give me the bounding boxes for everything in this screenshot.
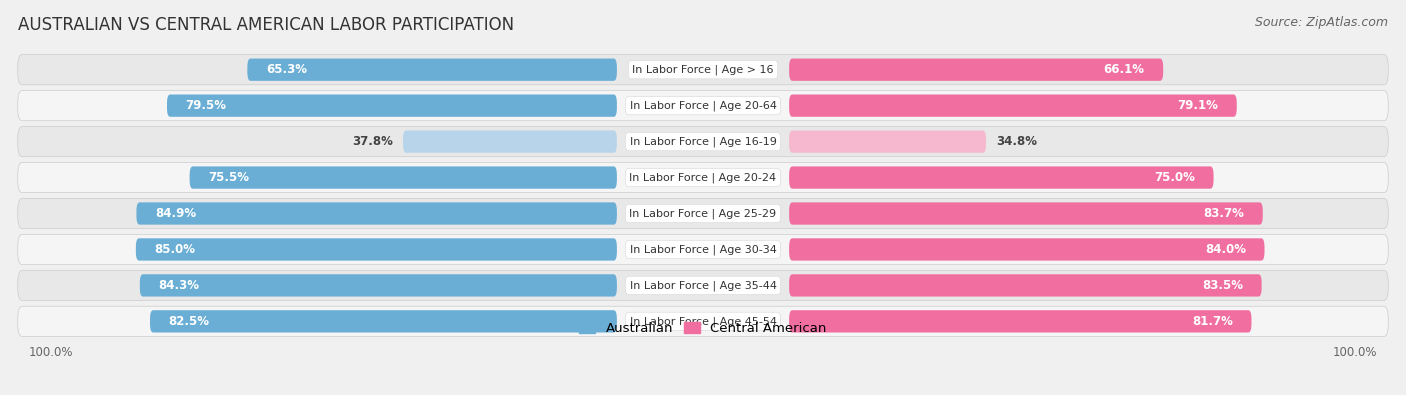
FancyBboxPatch shape	[18, 90, 1388, 121]
Text: 34.8%: 34.8%	[995, 135, 1036, 148]
FancyBboxPatch shape	[18, 162, 1388, 193]
Text: 79.1%: 79.1%	[1177, 99, 1219, 112]
Text: 84.3%: 84.3%	[159, 279, 200, 292]
Text: In Labor Force | Age 20-64: In Labor Force | Age 20-64	[630, 100, 776, 111]
FancyBboxPatch shape	[789, 94, 1237, 117]
Text: 37.8%: 37.8%	[353, 135, 394, 148]
FancyBboxPatch shape	[789, 58, 1163, 81]
Text: In Labor Force | Age 25-29: In Labor Force | Age 25-29	[630, 208, 776, 219]
Text: Source: ZipAtlas.com: Source: ZipAtlas.com	[1254, 16, 1388, 29]
FancyBboxPatch shape	[789, 238, 1264, 261]
FancyBboxPatch shape	[789, 310, 1251, 333]
FancyBboxPatch shape	[18, 234, 1388, 265]
FancyBboxPatch shape	[190, 166, 617, 189]
FancyBboxPatch shape	[150, 310, 617, 333]
FancyBboxPatch shape	[247, 58, 617, 81]
FancyBboxPatch shape	[18, 126, 1388, 157]
Text: In Labor Force | Age 30-34: In Labor Force | Age 30-34	[630, 244, 776, 255]
Text: 85.0%: 85.0%	[155, 243, 195, 256]
FancyBboxPatch shape	[789, 274, 1261, 297]
FancyBboxPatch shape	[789, 130, 986, 153]
Text: 75.0%: 75.0%	[1154, 171, 1195, 184]
Text: 83.7%: 83.7%	[1204, 207, 1244, 220]
Text: In Labor Force | Age > 16: In Labor Force | Age > 16	[633, 64, 773, 75]
Text: In Labor Force | Age 45-54: In Labor Force | Age 45-54	[630, 316, 776, 327]
Text: AUSTRALIAN VS CENTRAL AMERICAN LABOR PARTICIPATION: AUSTRALIAN VS CENTRAL AMERICAN LABOR PAR…	[18, 16, 515, 34]
FancyBboxPatch shape	[18, 55, 1388, 85]
Text: 84.9%: 84.9%	[155, 207, 195, 220]
FancyBboxPatch shape	[167, 94, 617, 117]
FancyBboxPatch shape	[18, 306, 1388, 337]
FancyBboxPatch shape	[789, 202, 1263, 225]
Text: 79.5%: 79.5%	[186, 99, 226, 112]
FancyBboxPatch shape	[136, 202, 617, 225]
Text: 81.7%: 81.7%	[1192, 315, 1233, 328]
Text: In Labor Force | Age 20-24: In Labor Force | Age 20-24	[630, 172, 776, 183]
FancyBboxPatch shape	[18, 270, 1388, 301]
FancyBboxPatch shape	[404, 130, 617, 153]
Text: In Labor Force | Age 35-44: In Labor Force | Age 35-44	[630, 280, 776, 291]
Text: In Labor Force | Age 16-19: In Labor Force | Age 16-19	[630, 136, 776, 147]
Text: 82.5%: 82.5%	[169, 315, 209, 328]
FancyBboxPatch shape	[18, 198, 1388, 229]
Text: 75.5%: 75.5%	[208, 171, 249, 184]
Text: 65.3%: 65.3%	[266, 63, 307, 76]
Text: 66.1%: 66.1%	[1104, 63, 1144, 76]
Text: 83.5%: 83.5%	[1202, 279, 1243, 292]
FancyBboxPatch shape	[139, 274, 617, 297]
Text: 84.0%: 84.0%	[1205, 243, 1246, 256]
Legend: Australian, Central American: Australian, Central American	[574, 316, 832, 340]
FancyBboxPatch shape	[136, 238, 617, 261]
FancyBboxPatch shape	[789, 166, 1213, 189]
